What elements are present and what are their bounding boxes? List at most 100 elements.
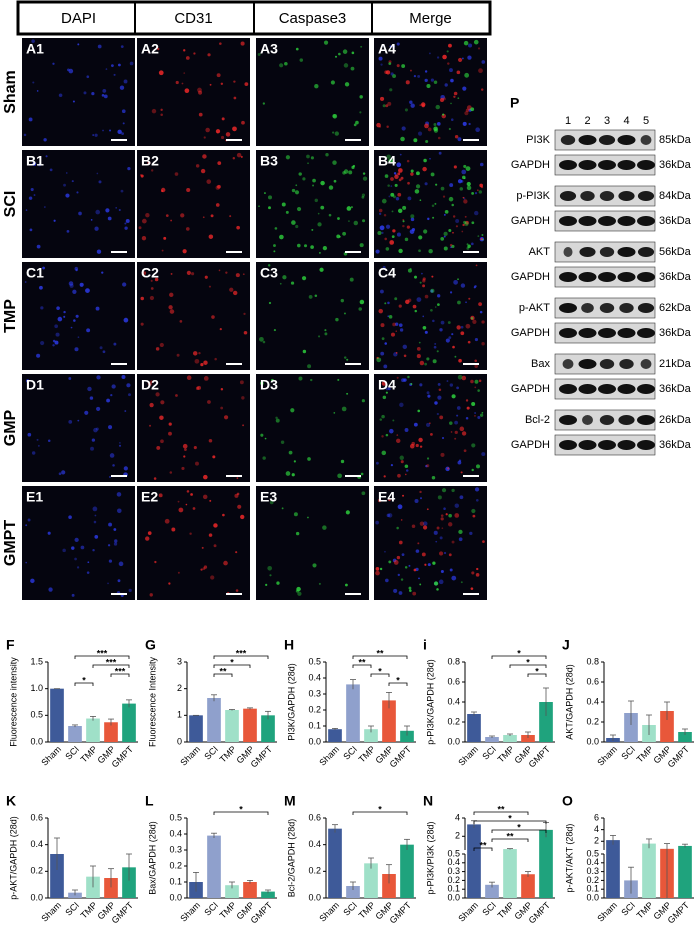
signal-dot (39, 285, 43, 290)
scale-bar (111, 475, 127, 477)
signal-dot (262, 102, 266, 105)
signal-dot (229, 287, 234, 292)
signal-dot (419, 281, 422, 284)
y-tick-label: 2 (594, 836, 599, 846)
signal-dot (385, 433, 389, 437)
signal-dot (145, 536, 150, 541)
signal-dot (169, 292, 174, 298)
signal-dot (267, 195, 273, 200)
bar (225, 710, 239, 742)
signal-dot (219, 328, 222, 331)
signal-dot (430, 289, 434, 293)
signal-dot (398, 178, 402, 182)
size-label: 36kDa (659, 271, 692, 283)
signal-dot (200, 168, 206, 174)
signal-dot (91, 438, 96, 442)
signal-dot (120, 45, 124, 48)
signal-dot (467, 340, 471, 344)
micrograph-signal (259, 264, 365, 369)
signal-dot (291, 473, 295, 477)
signal-dot (411, 524, 416, 528)
size-label: 56kDa (659, 246, 692, 258)
signal-dot (180, 213, 185, 218)
signal-dot (415, 549, 420, 553)
signal-dot (431, 476, 436, 480)
signal-dot (68, 281, 74, 286)
signal-dot (295, 47, 299, 51)
y-tick-label: 0.5 (30, 710, 43, 720)
y-tick-label: 1.5 (30, 656, 43, 666)
signal-dot (160, 108, 163, 112)
signal-dot (94, 226, 99, 231)
signal-dot (408, 586, 412, 590)
signal-dot (197, 87, 202, 93)
significance-bracket (92, 664, 130, 668)
signal-dot (318, 582, 321, 585)
signal-dot (186, 490, 190, 493)
signal-dot (421, 552, 426, 557)
signal-dot (36, 353, 41, 358)
signal-dot (396, 64, 400, 68)
panel-label: A3 (260, 41, 278, 57)
signal-dot (393, 172, 397, 175)
signal-dot (433, 581, 439, 586)
signal-dot (86, 75, 90, 79)
significance-bracket (213, 655, 269, 659)
signal-dot (203, 360, 208, 365)
signal-dot (410, 214, 415, 219)
signal-dot (332, 131, 335, 134)
signal-dot (343, 356, 347, 359)
scale-bar (345, 363, 361, 365)
significance-label: * (517, 648, 521, 658)
signal-dot (464, 72, 470, 78)
signal-dot (175, 394, 178, 397)
signal-dot (195, 461, 199, 466)
y-tick-label: 0.0 (586, 736, 599, 746)
signal-dot (402, 494, 405, 497)
signal-dot (385, 391, 388, 394)
signal-dot (406, 225, 410, 229)
signal-dot (218, 269, 221, 272)
signal-dot (310, 156, 314, 160)
signal-dot (76, 566, 80, 569)
signal-dot (111, 384, 116, 389)
blot-band (563, 247, 573, 257)
signal-dot (209, 499, 212, 502)
signal-dot (235, 273, 240, 278)
signal-dot (433, 530, 438, 535)
micrograph (22, 374, 135, 482)
signal-dot (90, 219, 93, 221)
signal-dot (382, 104, 386, 108)
signal-dot (380, 96, 385, 101)
signal-dot (342, 49, 348, 54)
significance-label: * (535, 666, 539, 676)
bar (364, 863, 378, 898)
signal-dot (390, 185, 393, 187)
signal-dot (258, 205, 260, 208)
signal-dot (422, 166, 427, 172)
signal-dot (440, 97, 445, 102)
signal-dot (472, 319, 477, 324)
scale-bar (463, 251, 479, 253)
signal-dot (382, 266, 386, 270)
signal-dot (433, 123, 437, 127)
size-label: 36kDa (659, 159, 692, 171)
signal-dot (149, 295, 155, 301)
signal-dot (324, 332, 328, 336)
signal-dot (462, 196, 465, 199)
y-axis-label: PI3K/GAPDH (28d) (286, 663, 296, 741)
signal-dot (124, 222, 127, 225)
signal-dot (379, 289, 384, 294)
signal-dot (105, 68, 108, 70)
signal-dot (314, 83, 319, 89)
signal-dot (423, 229, 428, 234)
bar (86, 718, 100, 742)
signal-dot (96, 249, 102, 254)
signal-dot (94, 514, 97, 517)
signal-dot (422, 277, 426, 281)
signal-dot (450, 78, 454, 83)
bar (467, 824, 481, 898)
panel-letter: G (145, 637, 156, 653)
signal-dot (385, 224, 391, 229)
blot-band (559, 440, 577, 450)
